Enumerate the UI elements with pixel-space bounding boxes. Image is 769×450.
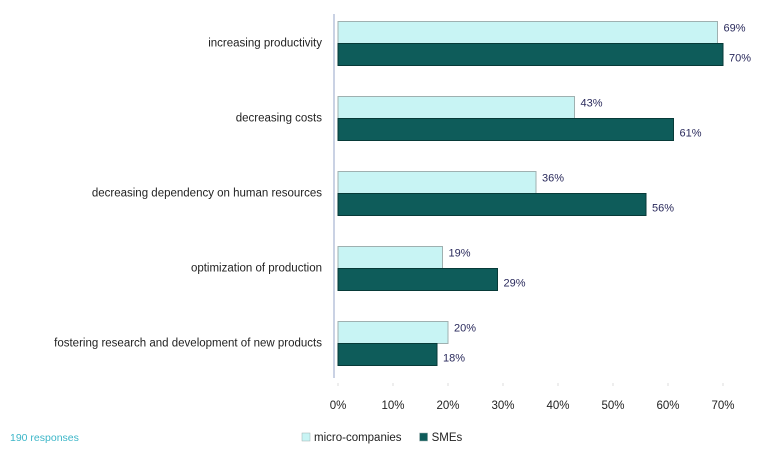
- bar: [337, 43, 724, 66]
- x-tick-label: 70%: [711, 400, 734, 412]
- bar: [337, 171, 537, 194]
- x-tick-label: 10%: [381, 400, 404, 412]
- value-label: 56%: [652, 202, 674, 214]
- value-label: 19%: [449, 247, 471, 259]
- y-tick-label: decreasing costs: [236, 113, 323, 125]
- legend-swatch: [301, 432, 311, 442]
- bar: [337, 268, 498, 291]
- value-label: 43%: [581, 97, 603, 109]
- legend-label: SMEs: [432, 432, 463, 444]
- x-tick-label: 0%: [330, 400, 347, 412]
- bar: [337, 321, 449, 344]
- legend-label: micro-companies: [314, 432, 402, 444]
- x-tick-label: 50%: [601, 400, 624, 412]
- legend-swatch: [419, 432, 428, 442]
- x-tick-label: 60%: [656, 400, 679, 412]
- y-tick-label: fostering research and development of ne…: [54, 338, 322, 350]
- bar: [337, 21, 718, 44]
- footnote: 190 responses: [10, 432, 79, 444]
- bar: [337, 343, 438, 366]
- bar: [337, 96, 575, 119]
- bar: [337, 193, 647, 216]
- value-label: 29%: [504, 277, 526, 289]
- x-tick-label: 30%: [491, 400, 514, 412]
- y-tick-label: optimization of production: [191, 263, 322, 275]
- x-tick-label: 40%: [546, 400, 569, 412]
- x-tick-label: 20%: [436, 400, 459, 412]
- y-tick-label: increasing productivity: [208, 38, 322, 50]
- y-tick-label: decreasing dependency on human resources: [92, 188, 322, 200]
- value-label: 69%: [724, 22, 746, 34]
- value-label: 36%: [542, 172, 564, 184]
- value-label: 20%: [454, 322, 476, 334]
- bar: [337, 246, 443, 269]
- value-label: 18%: [443, 352, 465, 364]
- value-label: 70%: [729, 52, 751, 64]
- bar: [337, 118, 674, 141]
- value-label: 61%: [680, 127, 702, 139]
